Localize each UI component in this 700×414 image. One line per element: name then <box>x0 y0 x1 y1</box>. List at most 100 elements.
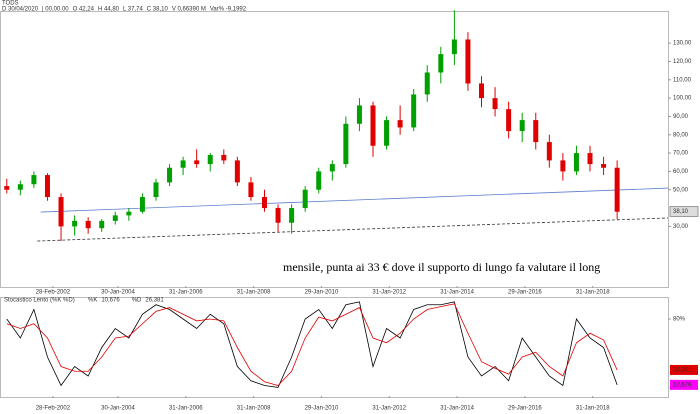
candle-body <box>207 154 213 165</box>
candle-body <box>587 153 593 165</box>
x-tick-label: 31-Jan-2018 <box>576 290 610 296</box>
legend-label: %K <box>88 298 97 304</box>
candle-body <box>85 220 91 229</box>
candle-body <box>519 120 525 132</box>
legend-label: %D <box>132 298 142 304</box>
candle-body <box>221 154 227 161</box>
chart-title: TODS <box>2 1 19 7</box>
candle-body <box>492 98 498 110</box>
y-tick-label: 70,00 <box>673 151 689 157</box>
stoch-line <box>6 301 618 388</box>
y-tick-label: 110,00 <box>673 77 692 83</box>
legend-value: 10,676 <box>101 298 120 304</box>
header-field: O 42,24 <box>73 7 95 13</box>
y-tick-label: 90,00 <box>673 114 689 120</box>
x-tick-label: 31-Jan-2012 <box>372 406 406 412</box>
x-tick-label: 31-Jan-2006 <box>169 406 203 412</box>
candle-body <box>289 208 295 223</box>
candle-body <box>424 72 430 95</box>
candle-body <box>546 142 552 161</box>
candle-body <box>356 105 362 124</box>
candle-body <box>112 215 118 221</box>
candle-body <box>384 120 390 146</box>
candle-body <box>479 83 485 99</box>
x-tick-label: 29-Jan-2016 <box>508 290 542 296</box>
x-tick-label: 29-Jan-2016 <box>508 406 542 412</box>
header-field: H 44,80 <box>98 7 120 13</box>
y-tick-label: 60,00 <box>673 169 689 175</box>
x-tick-label: 29-Jan-2010 <box>305 290 339 296</box>
candle-body <box>167 167 173 183</box>
y-tick-label: 100,00 <box>673 96 692 102</box>
stoch-frame <box>0 297 669 398</box>
candle-body <box>194 160 200 165</box>
price-label-box <box>669 206 699 218</box>
y-tick-label: 30,00 <box>673 224 689 230</box>
candle-body <box>261 197 267 209</box>
candle-body <box>17 184 23 190</box>
x-tick-label: 31-Jan-2008 <box>237 290 271 296</box>
candle-body <box>329 164 335 172</box>
x-tick-label: 31-Jan-2008 <box>237 406 271 412</box>
candle-body <box>438 54 444 73</box>
legend-value: 26,381 <box>145 298 164 304</box>
header-field: Var% -9,1992 <box>210 7 247 13</box>
candle-body <box>126 211 132 216</box>
candle-body <box>601 164 607 168</box>
header-field: L 37,74 <box>123 7 143 13</box>
candle-body <box>58 197 64 227</box>
x-tick-label: 31-Jan-2014 <box>440 290 474 296</box>
x-tick-label: 29-Jan-2010 <box>305 406 339 412</box>
candle-body <box>4 186 10 190</box>
header-field: | 00.00.00 <box>42 7 69 13</box>
candle-body <box>465 39 471 84</box>
candle-body <box>153 182 159 198</box>
x-tick-label: 30-Jan-2004 <box>101 290 135 296</box>
candle-body <box>302 189 308 209</box>
candle-body <box>180 160 186 168</box>
candle-body <box>451 39 457 55</box>
candle-body <box>411 94 417 128</box>
y-tick-label: 80% <box>673 317 686 323</box>
price-frame <box>0 11 669 288</box>
candle-body <box>72 220 78 227</box>
candle-body <box>99 220 105 229</box>
value-box <box>670 364 698 375</box>
y-tick-label: 120,00 <box>673 59 692 65</box>
candle-body <box>44 175 50 198</box>
chart-title: Stocastico Lento (%K %D) <box>4 298 75 304</box>
value-box <box>670 379 698 390</box>
price-label: 38,10 <box>673 209 689 215</box>
x-tick-label: 30-Jan-2004 <box>101 406 135 412</box>
candle-body <box>139 197 145 212</box>
candle-body <box>506 109 512 132</box>
x-tick-label: 28-Feb-2002 <box>36 406 71 412</box>
candle-body <box>248 182 254 198</box>
y-tick-label: 80,00 <box>673 132 689 138</box>
candle-body <box>573 153 579 172</box>
candle-body <box>234 160 240 183</box>
candle-body <box>533 120 539 143</box>
x-tick-label: 31-Jan-2006 <box>169 290 203 296</box>
x-tick-label: 31-Jan-2012 <box>372 290 406 296</box>
annotation: mensile, punta ai 33 € dove il supporto … <box>283 260 600 274</box>
header-field: C 38,10 <box>147 7 169 13</box>
y-tick-label: 130,00 <box>673 41 692 47</box>
candle-body <box>275 208 281 223</box>
candle-body <box>614 167 620 212</box>
trend-line <box>40 187 669 213</box>
y-tick-label: 50,00 <box>673 187 689 193</box>
candle-body <box>397 120 403 128</box>
stoch-line <box>6 303 618 386</box>
candle-body <box>370 105 376 146</box>
candle-body <box>316 171 322 190</box>
candle-body <box>560 160 566 172</box>
candle-body <box>31 175 37 185</box>
header-field: D 30/04/2020 <box>2 7 39 13</box>
header-field: V 0,66390 M <box>172 7 206 13</box>
x-tick-label: 31-Jan-2018 <box>576 406 610 412</box>
value-box-label: 10,676 <box>673 382 692 388</box>
x-tick-label: 28-Feb-2002 <box>36 290 71 296</box>
